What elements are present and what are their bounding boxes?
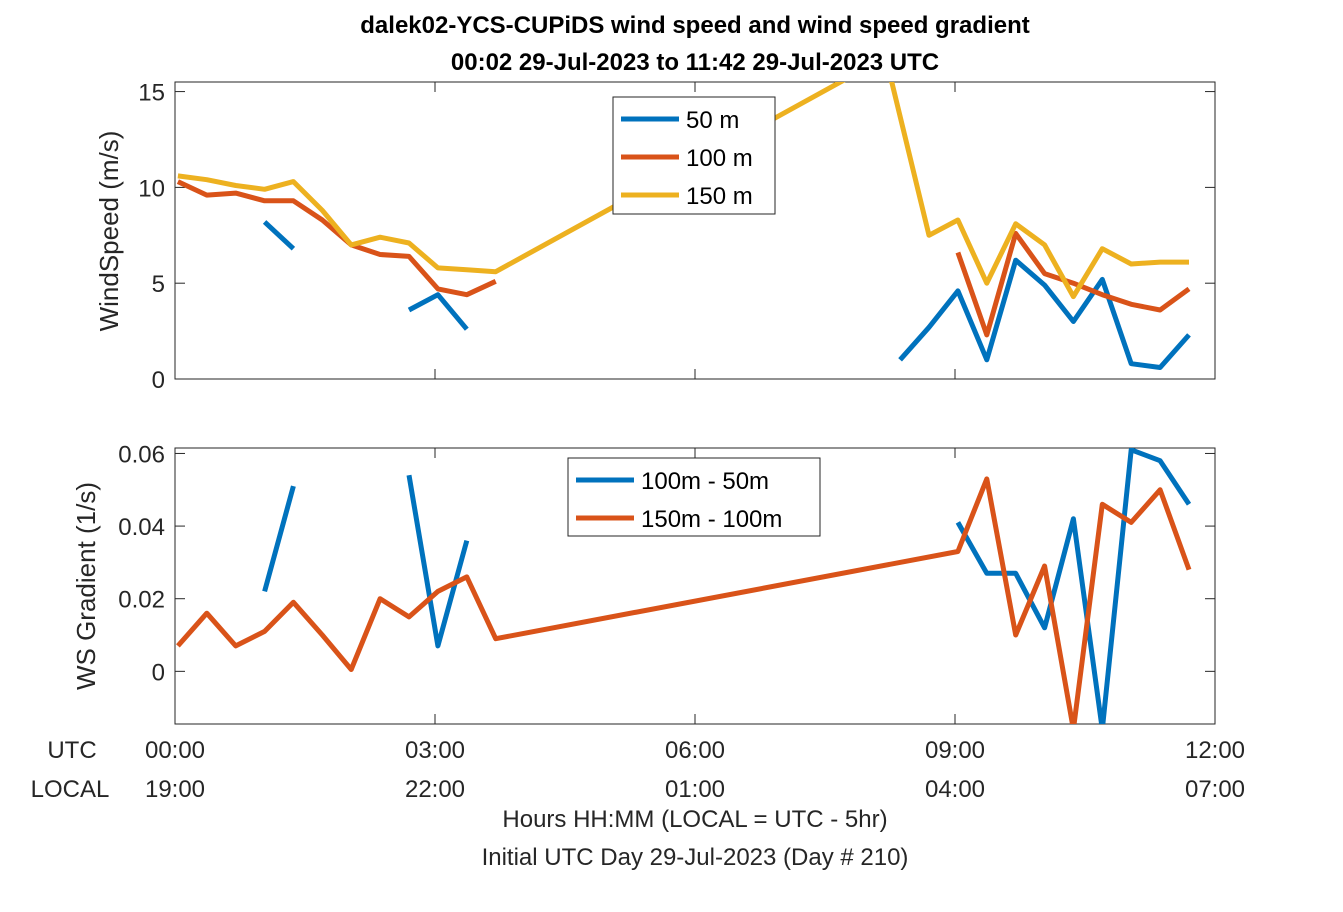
wind-speed-legend: 50 m 100 m 150 m — [612, 96, 776, 215]
wind-speed-series-1-line — [176, 179, 497, 298]
gradient-series-1-line — [176, 476, 1192, 724]
gradient-y-tick-label: 0 — [152, 659, 165, 686]
gradient-legend-label: 150m - 100m — [641, 506, 782, 533]
gradient-legend-box — [567, 457, 821, 537]
x-tick-label-local: 01:00 — [665, 776, 725, 803]
wind-speed-y-axis-label: WindSpeed (m/s) — [94, 131, 124, 332]
wind-speed-y-tick-label: 5 — [152, 271, 165, 298]
wind-speed-series-1-line — [955, 230, 1191, 338]
wind-speed-series-0-line — [898, 257, 1191, 370]
wind-speed-series-0-line — [262, 220, 296, 251]
wind-speed-y-tick-label: 0 — [152, 367, 165, 394]
gradient-series-0-line — [406, 474, 470, 649]
wind-speed-ticks: 0 5 10 15 — [138, 80, 1216, 394]
gradient-legend-label: 100m - 50m — [641, 468, 769, 495]
wind-speed-legend-label: 100 m — [686, 145, 753, 172]
x-tick-label-local: 19:00 — [145, 776, 205, 803]
chart-title-line1: dalek02-YCS-CUPiDS wind speed and wind s… — [360, 12, 1029, 39]
wind-speed-series — [176, 82, 1191, 370]
gradient-panel: 0 0.02 0.04 0.06 WS Gradient (1/s) 100m - 5… — [71, 441, 1216, 725]
wind-speed-legend-label: 150 m — [686, 183, 753, 210]
wind-speed-panel: 0 5 10 15 WindSpeed (m/s) 50 m 100 m 150 m — [94, 80, 1216, 394]
wind-speed-legend-label: 50 m — [686, 107, 739, 134]
x-tick-label-utc: 12:00 — [1185, 737, 1245, 764]
local-row-label: LOCAL — [31, 776, 110, 803]
x-tick-labels: 00:00 19:00 03:00 22:00 06:00 01:00 09:00 04:00… — [145, 737, 1245, 803]
x-axis-label-line1: Hours HH:MM (LOCAL = UTC - 5hr) — [502, 806, 887, 833]
chart-title-line2: 00:02 29-Jul-2023 to 11:42 29-Jul-2023 U… — [451, 49, 939, 76]
wind-speed-y-tick-label: 15 — [138, 80, 165, 107]
gradient-legend: 100m - 50m 150m - 100m — [567, 457, 821, 537]
gradient-y-tick-label: 0.02 — [118, 587, 165, 614]
wind-speed-y-tick-label: 10 — [138, 175, 165, 202]
gradient-ticks: 0 0.02 0.04 0.06 — [118, 441, 1216, 724]
utc-row-label: UTC — [47, 737, 96, 764]
x-tick-label-utc: 00:00 — [145, 737, 205, 764]
x-tick-label-utc: 06:00 — [665, 737, 725, 764]
gradient-series-0-line — [955, 448, 1192, 724]
x-tick-label-local: 07:00 — [1185, 776, 1245, 803]
x-tick-label-local: 04:00 — [925, 776, 985, 803]
gradient-y-tick-label: 0.04 — [118, 514, 165, 541]
gradient-series-0-line — [262, 485, 296, 593]
gradient-y-tick-label: 0.06 — [118, 441, 165, 468]
wind-speed-series-0-line — [407, 292, 469, 331]
gradient-y-axis-label: WS Gradient (1/s) — [71, 482, 101, 690]
x-tick-label-local: 22:00 — [405, 776, 465, 803]
x-axis-label-line2: Initial UTC Day 29-Jul-2023 (Day # 210) — [482, 844, 909, 871]
x-tick-label-utc: 09:00 — [925, 737, 985, 764]
wind-speed-series-2-line — [177, 82, 1189, 300]
gradient-series — [176, 448, 1192, 724]
x-tick-label-utc: 03:00 — [405, 737, 465, 764]
